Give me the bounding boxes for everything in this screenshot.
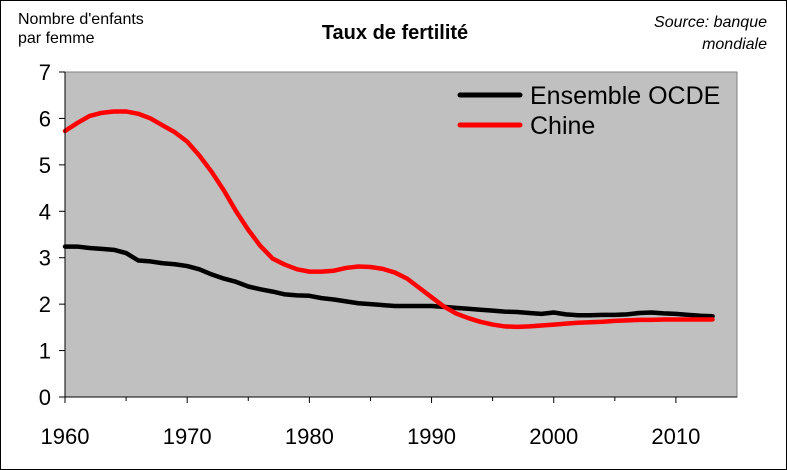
y-tick-label: 2	[39, 292, 51, 317]
y-tick-label: 6	[39, 106, 51, 131]
x-tick-label: 2000	[529, 424, 578, 449]
axis-ticks: 0 1 2 3 4 5 6 7 1960 1970 1980 1990 2000 2010	[39, 60, 701, 449]
y-tick-label: 3	[39, 246, 51, 271]
x-tick-label: 2010	[651, 424, 700, 449]
series-line-chine	[62, 109, 715, 330]
y-tick-label: 0	[39, 385, 51, 410]
chart-title: Taux de fertilité	[321, 22, 469, 44]
plot-area	[64, 71, 738, 398]
legend-label: Ensemble OCDE	[530, 82, 720, 110]
y-tick-label: 7	[39, 60, 51, 85]
x-tick-label: 1960	[41, 424, 90, 449]
y-tick-label: 4	[39, 199, 51, 224]
source-note: Source: banque mondiale	[654, 14, 767, 53]
x-tick-label: 1970	[163, 424, 212, 449]
y-tick-label: 5	[39, 153, 51, 178]
legend-label: Chine	[530, 112, 595, 140]
y-axis-label: Nombre d'enfants par femme	[18, 11, 144, 47]
x-tick-label: 1990	[407, 424, 456, 449]
x-tick-label: 1980	[285, 424, 334, 449]
series-line-ocde	[62, 244, 715, 319]
series-lines	[62, 109, 715, 330]
y-tick-label: 1	[39, 339, 51, 364]
